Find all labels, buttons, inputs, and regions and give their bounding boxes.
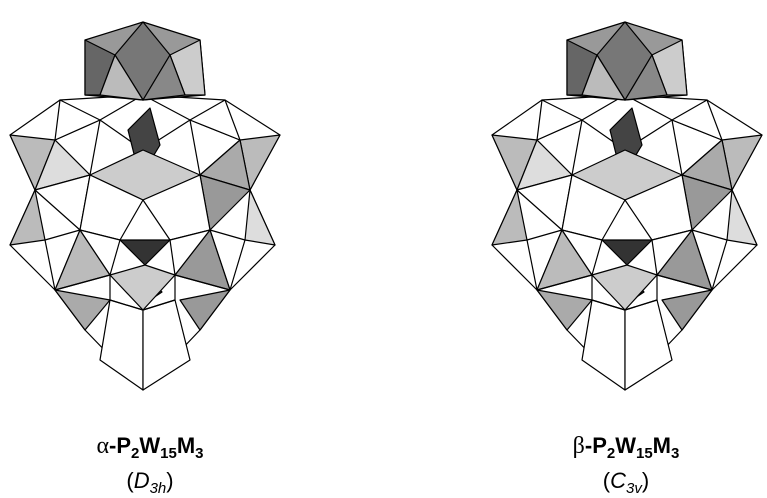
formula-sub: 15 [636,445,653,462]
formula: α-P2W15M3 [96,433,203,462]
formula-sub: 2 [131,445,139,462]
formula-part: M [653,433,671,458]
formula: β-P2W15M3 [573,433,680,462]
symmetry-part: D [134,468,150,493]
page: {"structures": [ {"formula": ["α", "-P",… [0,0,767,498]
formula-part: β [573,433,585,459]
symmetry-sub: 3h [150,480,167,497]
beta-cluster [492,22,762,390]
formula-part: W [139,433,160,458]
alpha-cluster [10,22,280,390]
formula-part: -P [109,433,131,458]
figure: α-P2W15M3 (D3h) β-P2W15M3 (C3v) [0,0,767,498]
formula-sub: 2 [607,445,615,462]
formula-part: W [615,433,636,458]
symmetry: (D3h) [126,468,173,497]
formula-part: α [96,433,109,459]
symmetry-part: ) [642,468,649,493]
symmetry-sub: 3v [626,480,643,497]
symmetry: (C3v) [603,468,649,497]
symmetry-part: C [610,468,626,493]
formula-sub: 3 [671,445,679,462]
formula-sub: 3 [195,445,203,462]
formula-sub: 15 [160,445,177,462]
formula-part: -P [585,433,607,458]
symmetry-part: ) [166,468,173,493]
formula-part: M [177,433,195,458]
